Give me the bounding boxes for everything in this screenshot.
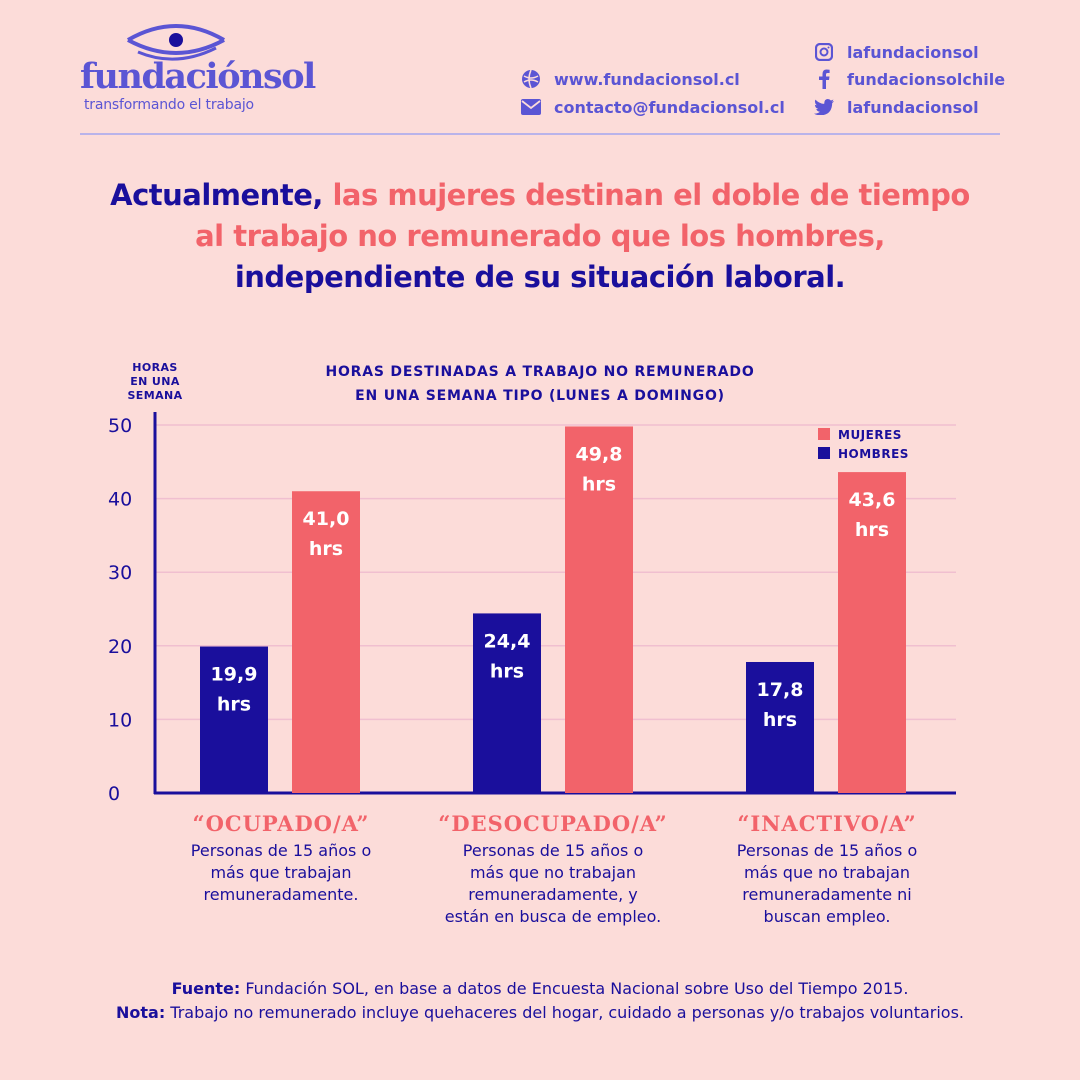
globe-icon [520, 68, 542, 90]
contact-instagram-label: lafundacionsol [847, 42, 979, 62]
contact-twitter[interactable]: lafundacionsol [813, 96, 979, 118]
source-label: Fuente: [171, 979, 241, 998]
bar-mujeres-2 [838, 472, 906, 793]
note-line: Nota: Trabajo no remunerado incluye queh… [40, 1001, 1040, 1025]
bar-hombres-1 [473, 613, 541, 793]
bar-value-label-hombres-1: 24,4 [484, 630, 531, 652]
legend-swatch-mujeres [818, 428, 830, 440]
headline-part-4: independiente de su situación laboral. [234, 260, 846, 294]
contact-web-label: www.fundacionsol.cl [554, 69, 740, 89]
bar-unit-label-hombres-2: hrs [763, 709, 797, 731]
contact-facebook[interactable]: fundacionsolchile [813, 68, 1005, 90]
contact-twitter-label: lafundacionsol [847, 97, 979, 117]
source-line: Fuente: Fundación SOL, en base a datos d… [40, 977, 1040, 1001]
contact-email-label: contacto@fundacionsol.cl [554, 97, 785, 117]
category-label-ocupado: “OCUPADO/A” [192, 811, 370, 836]
twitter-bird-icon [813, 96, 835, 118]
contact-email[interactable]: contacto@fundacionsol.cl [520, 96, 785, 118]
logo-eye-icon [126, 24, 226, 61]
bar-value-label-mujeres-1: 49,8 [576, 443, 623, 465]
category-block-ocupado: “OCUPADO/A” Personas de 15 años o más qu… [141, 808, 421, 906]
mail-icon [520, 96, 542, 118]
y-tick-label-10: 10 [108, 709, 132, 731]
note-text: Trabajo no remunerado incluye quehaceres… [165, 1003, 964, 1022]
category-block-inactivo: “INACTIVO/A” Personas de 15 años o más q… [687, 808, 967, 928]
brand-name: fundaciónsol [80, 56, 316, 97]
category-desc-desocupado: Personas de 15 años o más que no trabaja… [444, 841, 662, 926]
y-tick-label-0: 0 [108, 783, 120, 805]
headline: Actualmente, las mujeres destinan el dob… [60, 175, 1020, 298]
bar-hombres-0 [200, 646, 268, 793]
instagram-icon [813, 41, 835, 63]
facebook-icon [813, 68, 835, 90]
legend-label-hombres: HOMBRES [838, 447, 909, 461]
legend-label-mujeres: MUJERES [838, 428, 902, 442]
bar-value-label-mujeres-2: 43,6 [849, 489, 896, 511]
bar-value-label-hombres-0: 19,9 [211, 664, 258, 686]
y-tick-label-30: 30 [108, 562, 132, 584]
bar-mujeres-1 [565, 426, 633, 793]
y-tick-label-20: 20 [108, 636, 132, 658]
category-block-desocupado: “DESOCUPADO/A” Personas de 15 años o más… [413, 808, 693, 928]
y-tick-label-40: 40 [108, 489, 132, 511]
note-label: Nota: [115, 1003, 166, 1022]
bar-unit-label-mujeres-0: hrs [309, 538, 343, 560]
category-label-inactivo: “INACTIVO/A” [737, 811, 917, 836]
bar-unit-label-hombres-0: hrs [217, 694, 251, 716]
contact-web[interactable]: www.fundacionsol.cl [520, 68, 740, 90]
y-tick-label-50: 50 [108, 415, 132, 437]
headline-part-2: las mujeres destinan el doble de tiempo [332, 178, 970, 212]
bar-mujeres-0 [292, 491, 360, 793]
headline-part-1: Actualmente, [110, 178, 323, 212]
contact-instagram[interactable]: lafundacionsol [813, 41, 979, 63]
bar-hombres-2 [746, 661, 814, 793]
category-label-desocupado: “DESOCUPADO/A” [438, 811, 668, 836]
category-desc-inactivo: Personas de 15 años o más que no trabaja… [736, 841, 918, 926]
bar-unit-label-hombres-1: hrs [490, 660, 524, 682]
header-divider [80, 133, 1000, 135]
legend-swatch-hombres [818, 447, 830, 459]
y-axis-title: HORAS EN UNA SEMANA [127, 361, 183, 402]
source-text: Fundación SOL, en base a datos de Encues… [240, 979, 909, 998]
bar-value-label-hombres-2: 17,8 [757, 679, 804, 701]
brand-tagline: transformando el trabajo [84, 97, 254, 113]
headline-part-3: al trabajo no remunerado que los hombres… [195, 219, 885, 253]
chart-title: HORAS DESTINADAS A TRABAJO NO REMUNERADO… [325, 364, 755, 404]
category-desc-ocupado: Personas de 15 años o más que trabajan r… [190, 841, 372, 904]
contact-facebook-label: fundacionsolchile [847, 69, 1006, 89]
bar-unit-label-mujeres-1: hrs [582, 473, 616, 495]
footer: Fuente: Fundación SOL, en base a datos d… [40, 977, 1040, 1025]
bar-value-label-mujeres-0: 41,0 [303, 508, 350, 530]
bar-unit-label-mujeres-2: hrs [855, 519, 889, 541]
